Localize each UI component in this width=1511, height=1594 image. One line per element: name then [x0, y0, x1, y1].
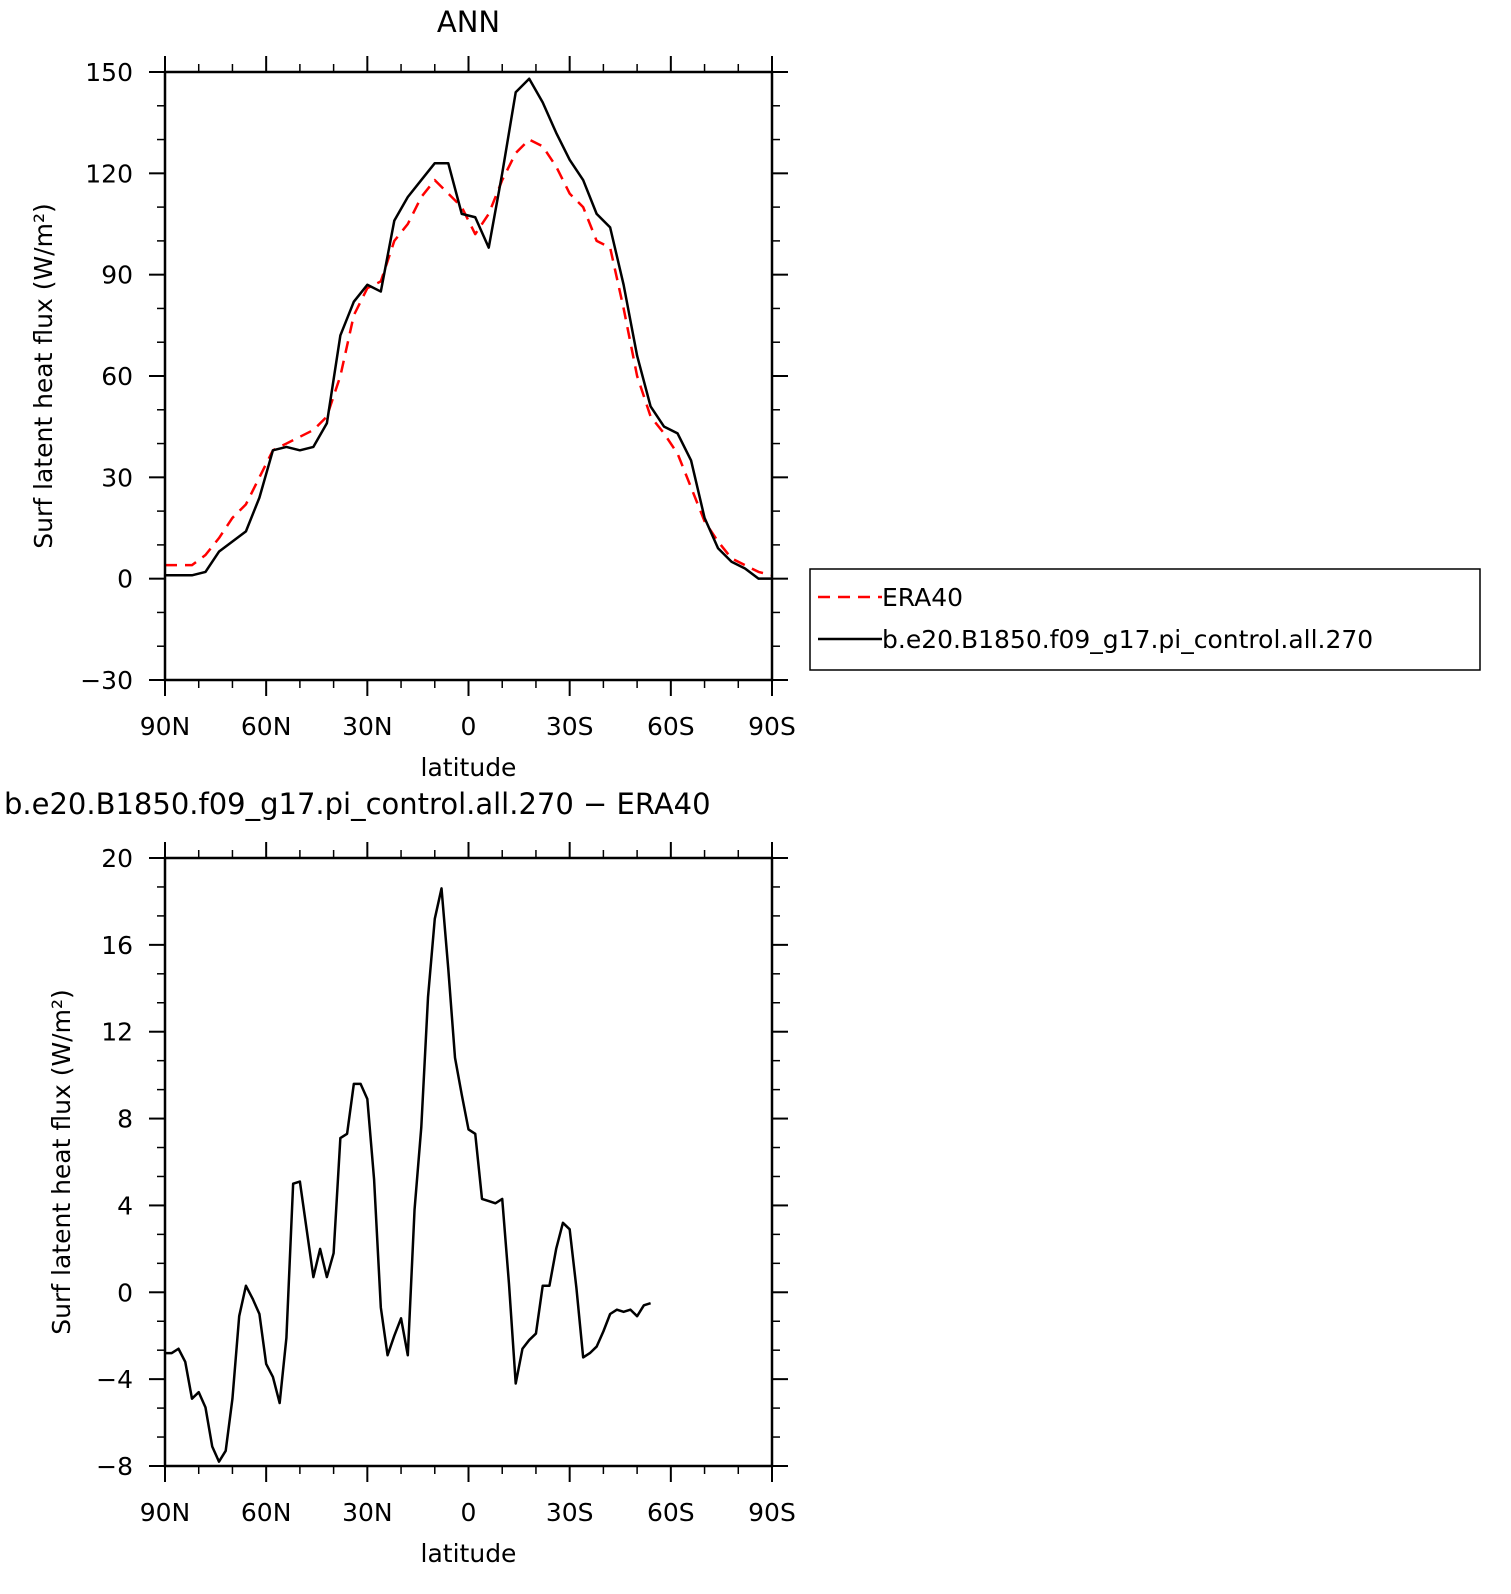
y-tick-label: 60: [101, 362, 133, 391]
x-tick-label: 30N: [342, 1498, 393, 1527]
x-tick-label: 30S: [546, 712, 594, 741]
y-tick-label: 12: [101, 1018, 133, 1047]
x-tick-label: 30N: [342, 712, 393, 741]
y-tick-label: −8: [96, 1452, 133, 1481]
y-tick-label: 4: [117, 1191, 133, 1220]
x-tick-label: 60N: [241, 1498, 292, 1527]
legend-box: [809, 568, 1481, 671]
bottom-chart-title: b.e20.B1850.f09_g17.pi_control.all.270 −…: [4, 787, 711, 821]
y-tick-label: 20: [101, 844, 133, 873]
panel-top-chart: ANN latitude Surf latent heat flux (W/m²…: [29, 5, 796, 782]
y-tick-label: 120: [85, 159, 133, 188]
x-tick-label: 30S: [546, 1498, 594, 1527]
top-plot-frame: [163, 70, 774, 682]
x-tick-label: 0: [461, 712, 477, 741]
series-line-difference: [165, 887, 651, 1463]
bottom-plot-frame: [163, 856, 774, 1468]
top-chart-title: ANN: [437, 5, 500, 39]
bottom-axis-ticks: 90N 60N 30N 0 30S 60S 90S 20 16 12 8 4 0 −4 −8: [96, 842, 796, 1527]
y-tick-label: 16: [101, 931, 133, 960]
y-tick-label: 150: [85, 58, 133, 87]
x-tick-label: 90N: [140, 712, 191, 741]
top-y-axis-title: Surf latent heat flux (W/m²): [29, 203, 58, 548]
y-tick-label: 8: [117, 1105, 133, 1134]
x-tick-label: 0: [461, 1498, 477, 1527]
x-tick-label: 90N: [140, 1498, 191, 1527]
legend: ERA40 b.e20.B1850.f09_g17.pi_control.all…: [809, 568, 1481, 671]
top-series-lines: [165, 77, 773, 580]
top-x-axis-title: latitude: [421, 753, 517, 782]
y-tick-label: 0: [117, 565, 133, 594]
x-tick-label: 90S: [748, 1498, 796, 1527]
x-tick-label: 90S: [748, 712, 796, 741]
y-tick-label: −4: [96, 1365, 133, 1394]
panel-bottom-chart: b.e20.B1850.f09_g17.pi_control.all.270 −…: [4, 787, 796, 1568]
x-tick-label: 60S: [647, 1498, 695, 1527]
y-tick-label: 0: [117, 1278, 133, 1307]
x-tick-label: 60S: [647, 712, 695, 741]
legend-label-model: b.e20.B1850.f09_g17.pi_control.all.270: [882, 625, 1373, 654]
top-axis-ticks: 90N 60N 30N 0 30S 60S 90S 150 120 90 60 30 0 −30: [80, 56, 796, 741]
series-line-model: [165, 77, 772, 580]
x-tick-label: 60N: [241, 712, 292, 741]
bottom-y-axis-title: Surf latent heat flux (W/m²): [47, 989, 76, 1334]
y-tick-label: 90: [101, 261, 133, 290]
bottom-x-axis-title: latitude: [421, 1539, 517, 1568]
y-tick-label: 30: [101, 463, 133, 492]
series-line-era40: [165, 138, 773, 577]
y-tick-label: −30: [80, 666, 133, 695]
bottom-series-lines: [165, 887, 651, 1463]
legend-label-era40: ERA40: [882, 583, 963, 612]
